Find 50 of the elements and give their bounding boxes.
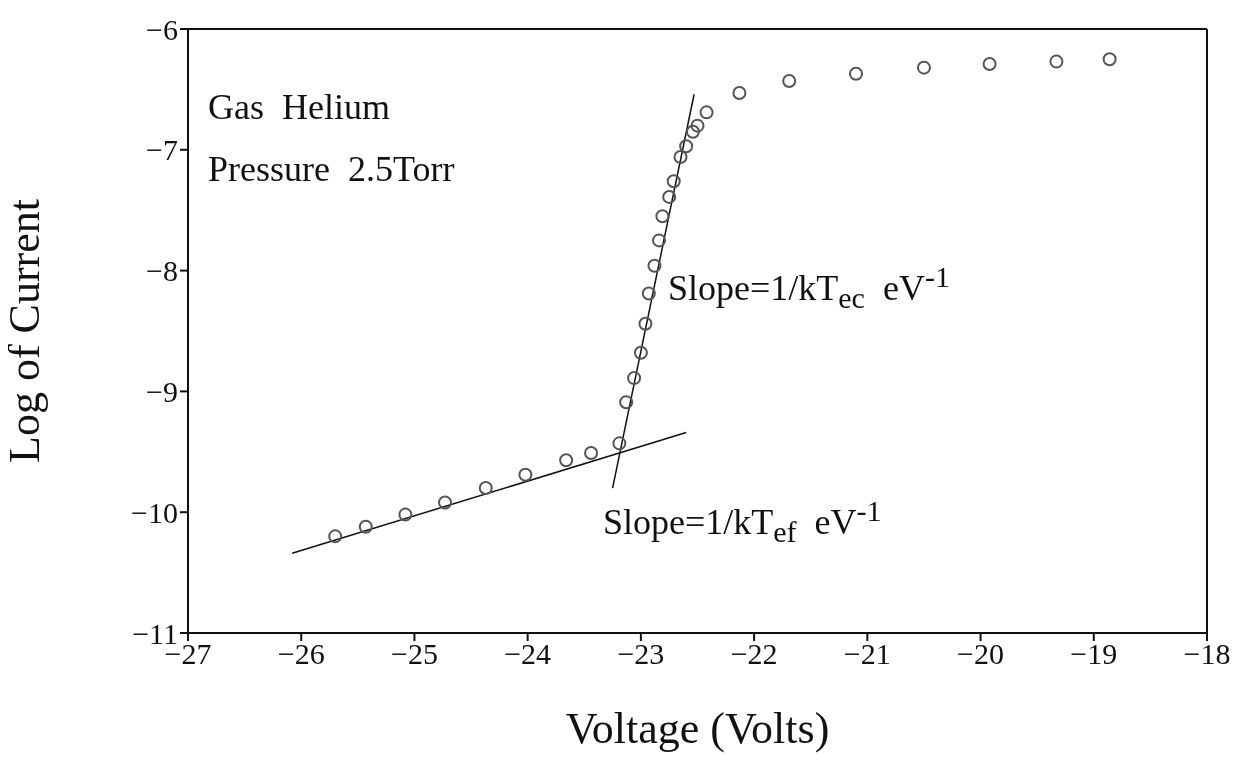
x-tick-label: −22 — [730, 637, 778, 671]
point — [690, 118, 705, 133]
x-tick-label: −25 — [390, 637, 438, 671]
point — [679, 139, 694, 154]
point — [619, 395, 634, 410]
point — [1049, 54, 1064, 69]
point — [559, 453, 574, 468]
point — [916, 60, 931, 75]
point — [652, 233, 666, 248]
annotation: Pressure 2.5Torr — [208, 148, 455, 191]
point — [982, 57, 997, 72]
point — [612, 436, 627, 451]
point — [849, 66, 864, 81]
x-tick-label: −23 — [617, 637, 665, 671]
point — [782, 73, 797, 88]
x-tick-label: −21 — [843, 637, 891, 671]
point — [641, 286, 656, 301]
annotation: Slope=1/kT$_{ec}$ eV$^{-1}$ — [668, 259, 950, 317]
point — [685, 124, 700, 139]
point — [732, 86, 747, 101]
point — [627, 371, 642, 386]
x-tick-label: −26 — [277, 637, 325, 671]
annotation: Slope=1/kT$_{ef}$ eV$^{-1}$ — [603, 493, 882, 551]
point — [638, 316, 653, 331]
x-tick-label: −19 — [1070, 637, 1118, 671]
annotation: Gas Helium — [208, 86, 390, 129]
point — [699, 105, 714, 120]
point — [647, 258, 662, 273]
y-tick-label: −8 — [146, 254, 178, 288]
point — [328, 529, 343, 544]
y-tick-label: −9 — [146, 375, 178, 409]
point — [662, 189, 677, 204]
point — [673, 150, 688, 165]
point — [1102, 52, 1117, 67]
point — [398, 507, 413, 522]
point — [518, 467, 533, 482]
point — [655, 209, 670, 224]
y-tick-label: −7 — [146, 133, 178, 167]
point — [358, 519, 373, 534]
point — [666, 174, 681, 189]
y-tick-label: −6 — [146, 12, 178, 46]
x-tick-label: −24 — [504, 637, 552, 671]
point — [633, 345, 648, 360]
x-tick-label: −18 — [1183, 637, 1231, 671]
point — [584, 446, 599, 461]
x-tick-label: −20 — [957, 637, 1005, 671]
point — [478, 481, 493, 496]
point — [438, 495, 453, 510]
x-axis-title: Voltage (Volts) — [565, 704, 830, 753]
y-tick-label: −10 — [131, 495, 178, 529]
